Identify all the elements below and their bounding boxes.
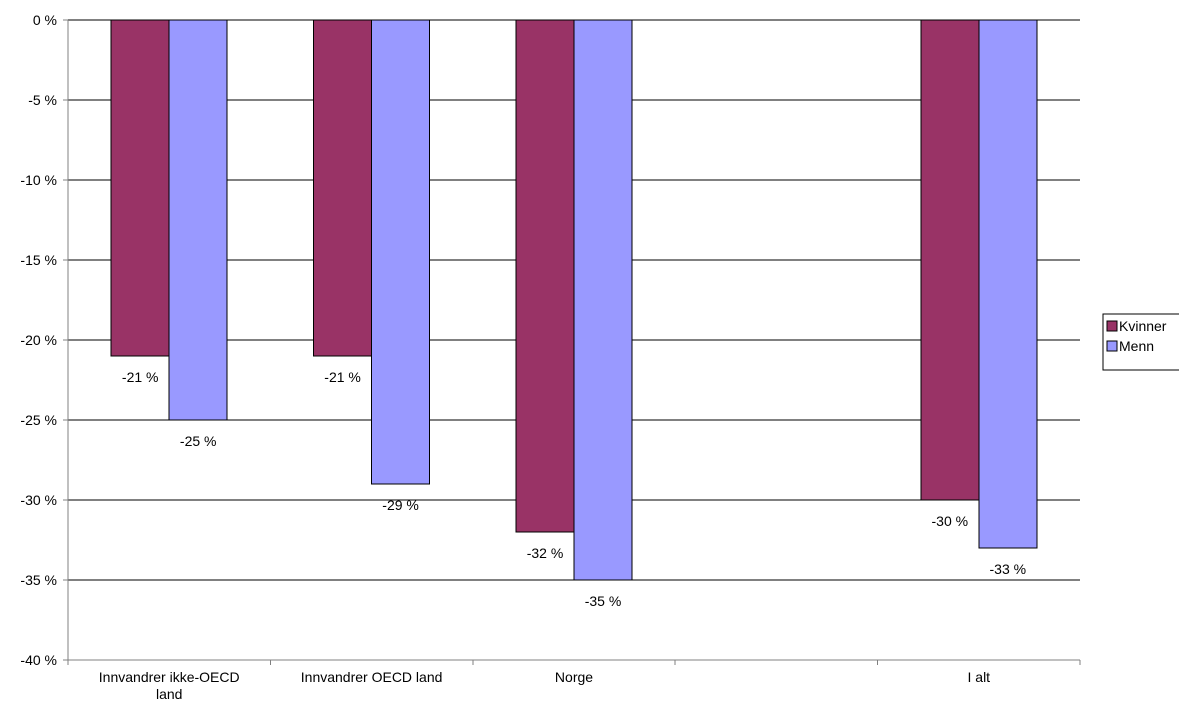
- legend-swatch-kvinner: [1106, 320, 1118, 332]
- data-label: -29 %: [382, 497, 419, 513]
- y-tick-label: -35 %: [20, 572, 57, 588]
- x-category-label: I alt: [968, 669, 991, 685]
- x-category-label: Norge: [555, 669, 593, 685]
- bar-kvinner: [110, 19, 170, 357]
- data-label: -21 %: [324, 369, 361, 385]
- bar-kvinner: [920, 19, 980, 501]
- data-label: -33 %: [990, 561, 1027, 577]
- data-labels: -21 % -21 % -32 % -30 % -25 % -29 % -35 % -33 %: [122, 369, 1026, 609]
- data-label: -30 %: [932, 513, 969, 529]
- legend-label: Kvinner: [1119, 318, 1167, 334]
- axes: [63, 19, 1081, 665]
- x-category-label: land: [156, 686, 182, 702]
- x-category-label: Innvandrer OECD land: [301, 669, 443, 685]
- y-tick-label: 0 %: [33, 12, 57, 28]
- legend-swatch-menn: [1106, 340, 1118, 352]
- y-axis-tick-labels: 0 % -5 % -10 % -15 % -20 % -25 % -30 % -35 % -40…: [20, 12, 57, 668]
- legend-label: Menn: [1119, 338, 1154, 354]
- y-tick-label: -40 %: [20, 652, 57, 668]
- data-label: -25 %: [180, 433, 217, 449]
- y-tick-label: -5 %: [28, 92, 57, 108]
- bar-kvinner: [313, 19, 373, 357]
- bar-menn: [573, 19, 633, 581]
- data-label: -35 %: [585, 593, 622, 609]
- y-tick-label: -30 %: [20, 492, 57, 508]
- bar-menn: [168, 19, 228, 421]
- bar-kvinner: [515, 19, 575, 533]
- bar-menn: [978, 19, 1038, 549]
- data-label: -32 %: [527, 545, 564, 561]
- bar-menn: [371, 19, 431, 485]
- y-tick-label: -15 %: [20, 252, 57, 268]
- y-tick-label: -20 %: [20, 332, 57, 348]
- legend: Kvinner Menn: [1102, 313, 1179, 371]
- bars: [110, 19, 1038, 581]
- data-label: -21 %: [122, 369, 159, 385]
- y-tick-label: -10 %: [20, 172, 57, 188]
- y-tick-label: -25 %: [20, 412, 57, 428]
- x-category-label: Innvandrer ikke-OECD: [99, 669, 240, 685]
